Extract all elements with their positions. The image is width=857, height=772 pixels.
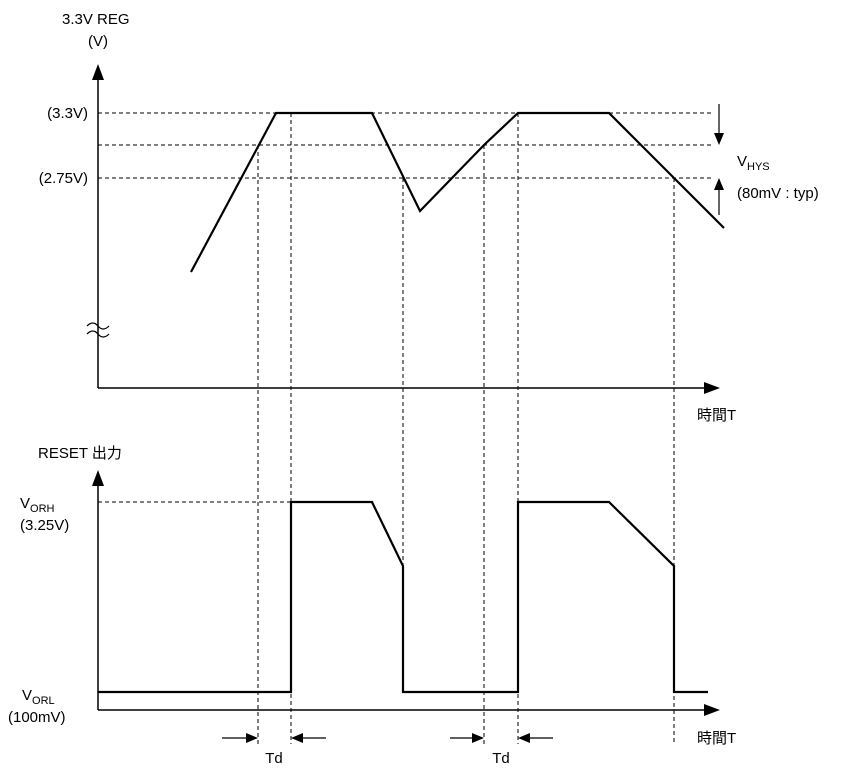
vol-label: VORL — [22, 687, 55, 707]
top-x-axis-arrow-icon — [704, 382, 720, 394]
vhys-label-main: V — [737, 153, 747, 170]
voh-label-main: V — [20, 495, 30, 512]
level-high-label: (3.3V) — [47, 105, 88, 122]
top-y-axis-arrow-icon — [92, 64, 104, 80]
vhys-arrow-up-icon — [714, 178, 724, 190]
axis-break-icon — [86, 322, 110, 330]
bottom-y-axis-label: RESET 出力 — [38, 445, 122, 462]
vol-label-sub: ORL — [32, 695, 55, 707]
delay-marker-2: Td — [450, 733, 553, 767]
vol-label-main: V — [22, 687, 32, 704]
td1-left-arrow-icon — [246, 733, 258, 743]
voh-label-sub: ORH — [30, 503, 55, 515]
td1-right-arrow-icon — [291, 733, 303, 743]
vol-value: (100mV) — [8, 709, 66, 726]
td1-label: Td — [265, 750, 283, 767]
vhys-note: (80mV : typ) — [737, 185, 819, 202]
bottom-chart: RESET 出力 VORH (3.25V) VORL (100mV) 時間T — [8, 445, 736, 747]
td2-left-arrow-icon — [472, 733, 484, 743]
top-y-axis-label-line1: 3.3V REG — [62, 11, 130, 28]
vhys-label: VHYS — [737, 153, 770, 173]
voh-value: (3.25V) — [20, 517, 69, 534]
voh-label: VORH — [20, 495, 55, 515]
top-y-axis-label-line2: (V) — [88, 33, 108, 50]
td2-right-arrow-icon — [518, 733, 530, 743]
bottom-x-axis-arrow-icon — [704, 704, 720, 716]
reset-waveform — [98, 500, 708, 694]
top-chart: 3.3V REG (V) (3.3V) (2.75V) VHYS (80mV :… — [39, 11, 819, 424]
axis-break-icon-2 — [86, 330, 110, 338]
vhys-label-sub: HYS — [747, 161, 770, 173]
td2-label: Td — [492, 750, 510, 767]
timing-guides — [257, 113, 675, 744]
top-x-axis-label: 時間T — [697, 407, 736, 424]
bottom-y-axis-arrow-icon — [92, 470, 104, 486]
delay-marker-1: Td — [222, 733, 326, 767]
vreg-waveform — [190, 111, 725, 273]
bottom-x-axis-label: 時間T — [697, 730, 736, 747]
vhys-arrow-down-icon — [714, 133, 724, 145]
level-low-label: (2.75V) — [39, 170, 88, 187]
